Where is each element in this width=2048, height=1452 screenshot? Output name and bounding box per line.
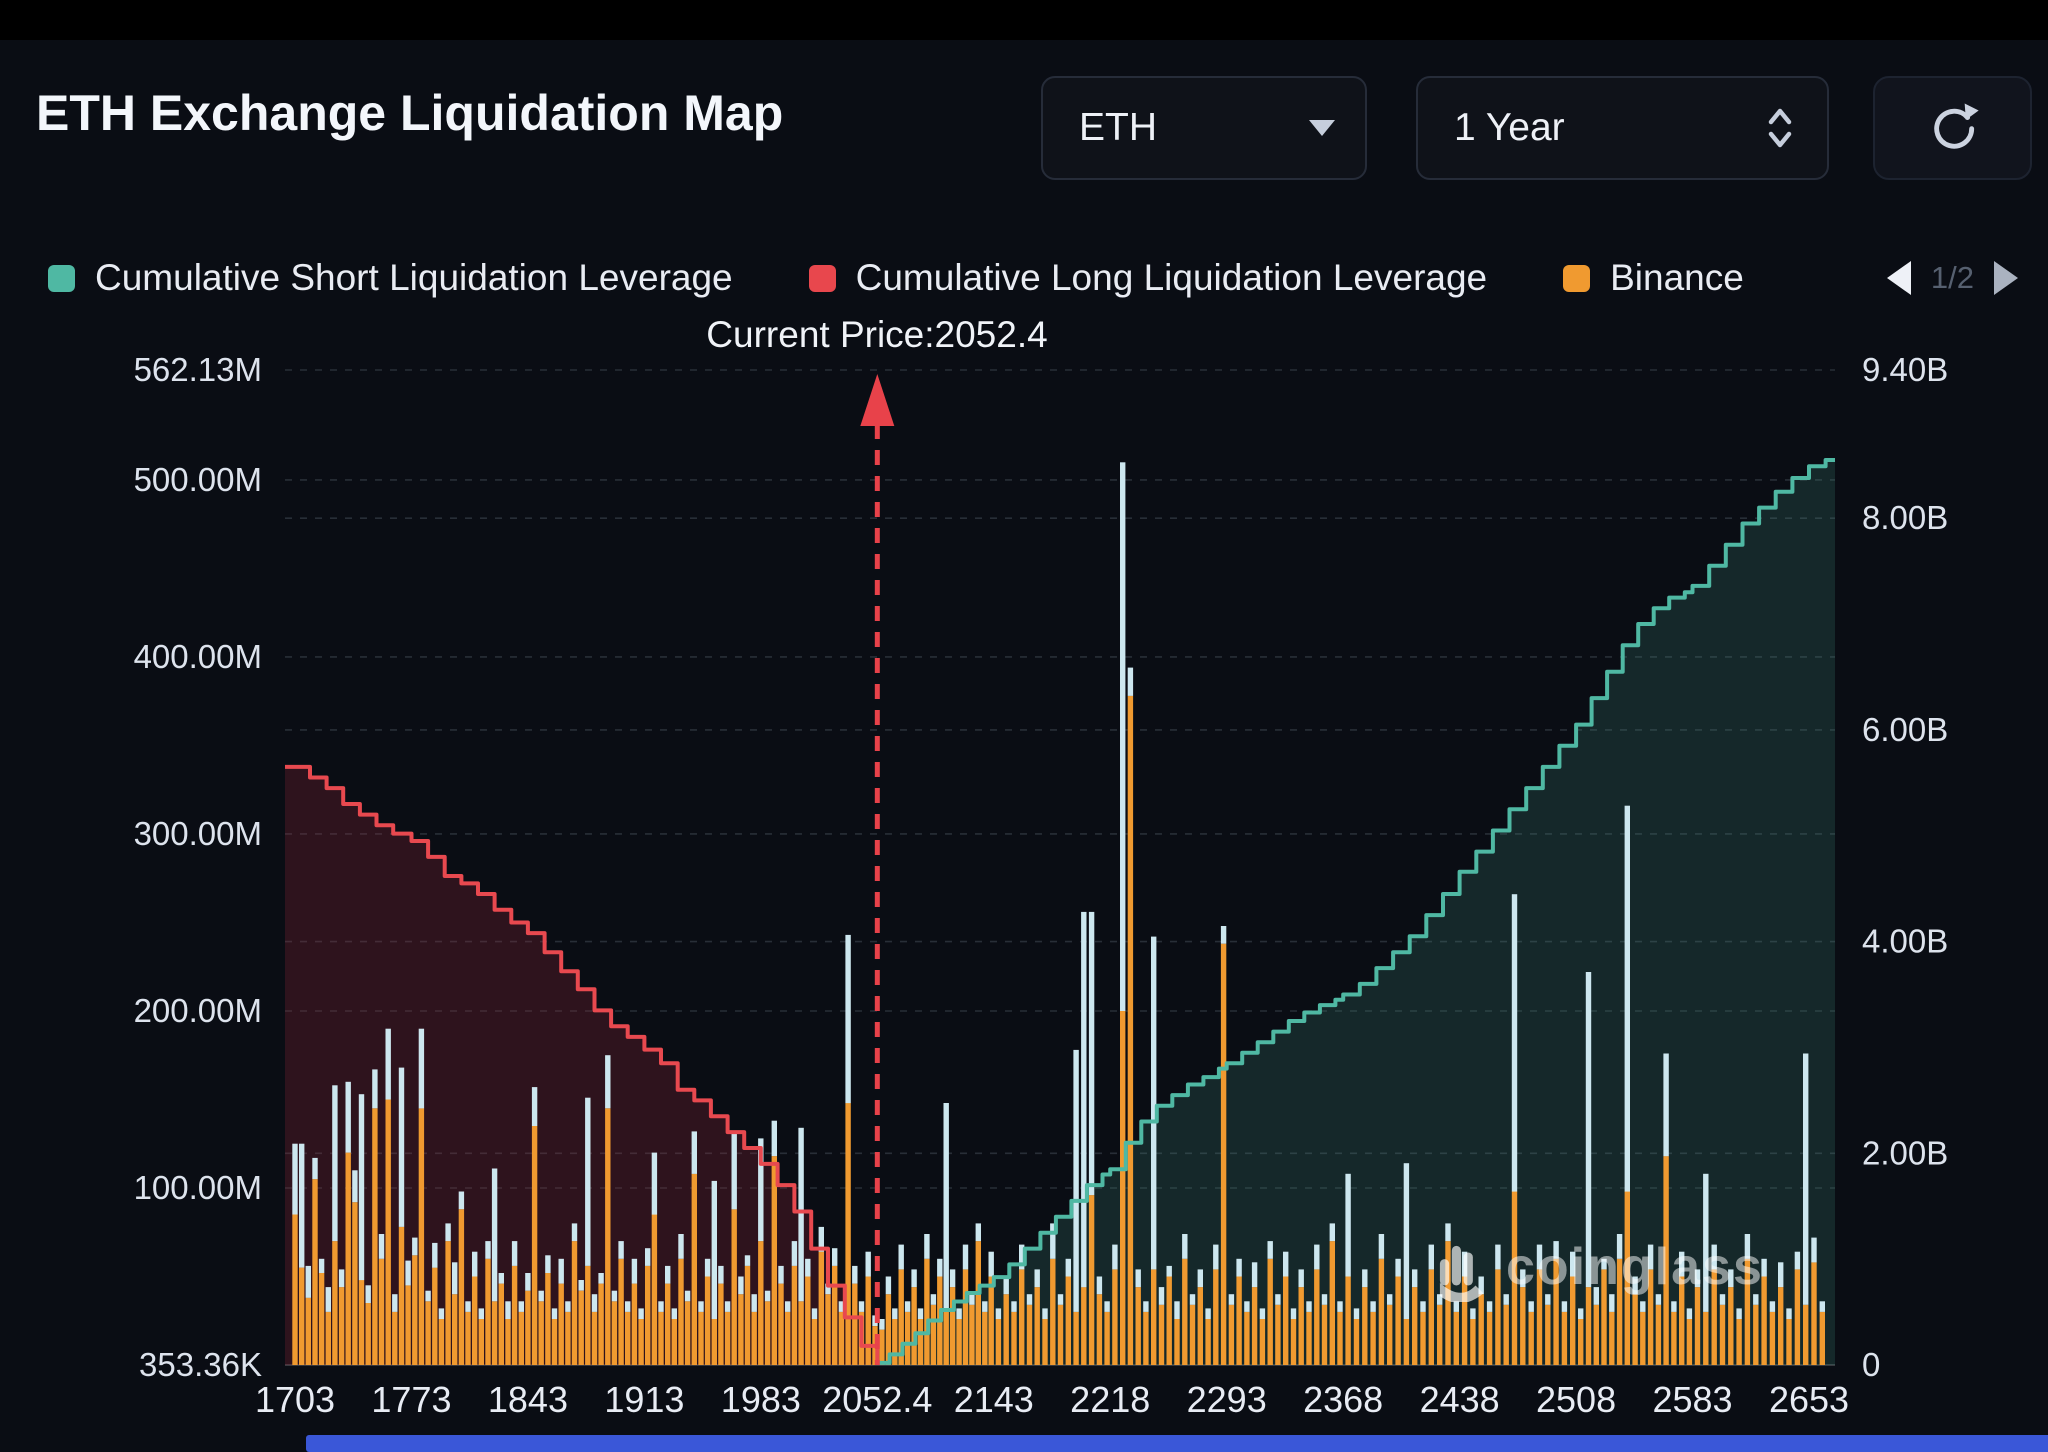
top-black-strip — [0, 0, 2048, 40]
x-axis-labels: 1703 1773 1843 1913 1983 2052.4 2143 2218 2293 23… — [255, 1379, 1849, 1420]
coinglass-watermark-text: coinglass — [1506, 1238, 1764, 1296]
x-tick-label: 1983 — [721, 1379, 801, 1420]
y-left-tick-label: 500.00M — [134, 461, 262, 498]
y-left-tick-label: 200.00M — [134, 992, 262, 1029]
legend-label-long: Cumulative Long Liquidation Leverage — [855, 257, 1488, 298]
y-left-tick-label: 400.00M — [134, 638, 262, 675]
legend-item-short-leverage[interactable]: Cumulative Short Liquidation Leverage — [48, 257, 733, 299]
y-left-tick-label: 562.13M — [134, 351, 262, 388]
coinglass-logo-icon — [1439, 1245, 1484, 1302]
legend-next-icon[interactable] — [1994, 261, 2018, 295]
chevron-down-icon — [1309, 120, 1335, 136]
x-tick-label: 2438 — [1420, 1379, 1500, 1420]
refresh-button[interactable] — [1873, 76, 2032, 180]
x-tick-label: 2293 — [1187, 1379, 1267, 1420]
y-right-tick-label: 6.00B — [1862, 711, 1948, 748]
x-tick-label: 2368 — [1303, 1379, 1383, 1420]
y-right-tick-label: 4.00B — [1862, 923, 1948, 960]
legend-swatch-long — [808, 264, 836, 292]
y-right-tick-label: 0 — [1862, 1346, 1880, 1383]
legend-item-long-leverage[interactable]: Cumulative Long Liquidation Leverage — [808, 257, 1488, 299]
y-axis-right-labels: 9.40B 8.00B 6.00B 4.00B 2.00B 0 — [1862, 351, 1948, 1383]
y-right-tick-label: 9.40B — [1862, 351, 1948, 388]
y-left-tick-label: 300.00M — [134, 815, 262, 852]
y-axis-left-labels: 562.13M 500.00M 400.00M 300.00M 200.00M 100.0… — [134, 351, 262, 1383]
legend-label-short: Cumulative Short Liquidation Leverage — [95, 257, 733, 298]
x-tick-label: 2508 — [1536, 1379, 1616, 1420]
legend-swatch-binance — [1563, 264, 1591, 292]
short-liquidation-area — [877, 460, 1835, 1365]
legend-label-binance: Binance — [1610, 257, 1744, 298]
long-liquidation-area — [285, 766, 878, 1365]
refresh-icon — [1933, 103, 1979, 149]
y-left-tick-label: 353.36K — [139, 1346, 262, 1383]
x-tick-label: 1773 — [371, 1379, 451, 1420]
y-right-tick-label: 2.00B — [1862, 1134, 1948, 1171]
legend-swatch-short — [48, 264, 75, 292]
x-tick-label: 2653 — [1769, 1379, 1849, 1420]
current-price-label: Current Price:2052.4 — [706, 314, 1048, 355]
legend-row: Cumulative Short Liquidation Leverage Cu… — [48, 248, 2018, 308]
x-tick-label: 2583 — [1652, 1379, 1732, 1420]
liquidation-bars — [292, 462, 1825, 1365]
long-liquidation-line — [285, 764, 880, 1363]
symbol-select-value: ETH — [1079, 106, 1157, 149]
legend-page-indicator: 1/2 — [1930, 260, 1974, 295]
legend-items: Cumulative Short Liquidation Leverage Cu… — [48, 257, 1863, 299]
legend-pagination: 1/2 — [1886, 260, 2018, 296]
page-title: ETH Exchange Liquidation Map — [36, 85, 784, 141]
y-left-tick-label: 100.00M — [134, 1169, 262, 1206]
current-price-marker — [860, 374, 895, 1365]
x-tick-label: 2218 — [1070, 1379, 1150, 1420]
legend-item-binance[interactable]: Binance — [1563, 257, 1744, 299]
symbol-select[interactable]: ETH — [1041, 76, 1367, 180]
x-tick-label: 2052.4 — [822, 1379, 932, 1420]
select-spinner-icon — [1768, 108, 1792, 148]
x-tick-label: 1913 — [604, 1379, 684, 1420]
y-right-tick-label: 8.00B — [1862, 499, 1948, 536]
x-tick-label: 2143 — [954, 1379, 1034, 1420]
short-liquidation-line — [877, 458, 1835, 1365]
coinglass-watermark: coinglass — [1432, 1232, 1764, 1302]
horizontal-scrollbar[interactable] — [306, 1435, 2048, 1452]
x-tick-label: 1843 — [488, 1379, 568, 1420]
legend-prev-icon[interactable] — [1886, 261, 1911, 295]
range-select[interactable]: 1 Year — [1416, 76, 1829, 180]
range-select-value: 1 Year — [1454, 106, 1565, 149]
x-tick-label: 1703 — [255, 1379, 335, 1420]
